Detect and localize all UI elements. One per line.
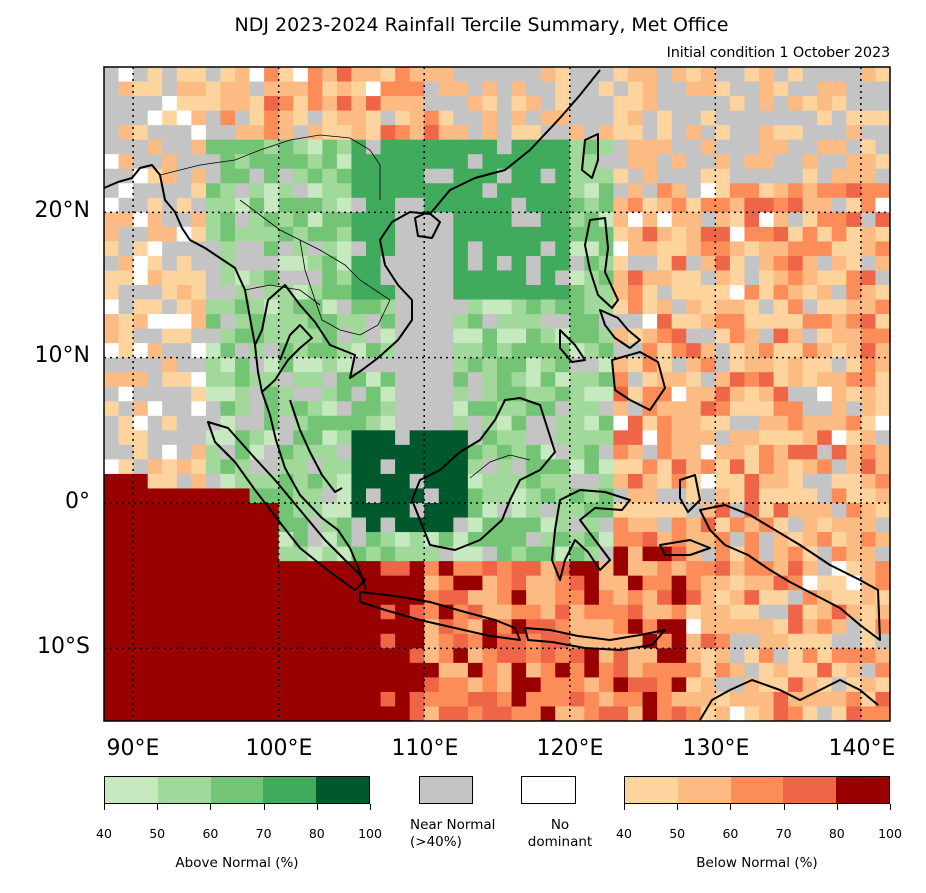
country-borders xyxy=(159,134,531,479)
colorbar-segment xyxy=(105,777,158,803)
colorbar-tick-label: 50 xyxy=(149,826,166,841)
colorbar-tick-label: 80 xyxy=(308,826,325,841)
forecast-grid-cells xyxy=(104,67,891,722)
above-normal-label: Above Normal (%) xyxy=(175,855,299,871)
lon-label-90e: 90°E xyxy=(106,736,160,761)
lat-label-10s: 10°S xyxy=(37,634,90,659)
near-normal-swatch xyxy=(419,776,473,804)
map-title: NDJ 2023-2024 Rainfall Tercile Summary, … xyxy=(234,14,729,36)
colorbar-segment xyxy=(730,777,784,803)
colorbar-tick-label: 70 xyxy=(255,826,272,841)
map-subtitle: Initial condition 1 October 2023 xyxy=(666,45,891,61)
colorbar-tick-label: 60 xyxy=(722,826,739,841)
colorbar-segment xyxy=(677,777,731,803)
colorbar-segment xyxy=(316,777,369,803)
below-normal-colorbar xyxy=(624,776,890,804)
colorbar-tick-label: 100 xyxy=(878,826,902,841)
no-dominant-swatch xyxy=(521,776,576,804)
colorbar-segment xyxy=(836,777,889,803)
gridlines xyxy=(104,67,890,721)
colorbar-segment xyxy=(783,777,837,803)
lat-label-10n: 10°N xyxy=(34,343,90,368)
lat-label-0: 0° xyxy=(65,489,90,514)
lon-label-120e: 120°E xyxy=(536,736,604,761)
colorbar-segment xyxy=(625,777,678,803)
above-normal-colorbar xyxy=(104,776,370,804)
colorbar-tick-label: 100 xyxy=(358,826,382,841)
no-dominant-label: No dominant xyxy=(527,817,593,850)
lon-label-110e: 110°E xyxy=(391,736,459,761)
coastlines xyxy=(103,69,881,721)
lat-label-20n: 20°N xyxy=(34,198,90,223)
near-normal-label: Near Normal (>40%) xyxy=(410,817,496,850)
lon-label-130e: 130°E xyxy=(682,736,750,761)
colorbar-tick-label: 40 xyxy=(96,826,112,841)
colorbar-tick-label: 70 xyxy=(775,826,792,841)
map-frame xyxy=(103,66,891,722)
lon-label-100e: 100°E xyxy=(245,736,313,761)
colorbar-tick-label: 40 xyxy=(616,826,632,841)
below-normal-label: Below Normal (%) xyxy=(696,855,818,871)
colorbar-segment xyxy=(263,777,317,803)
colorbar-segment xyxy=(157,777,211,803)
colorbar-tick-label: 50 xyxy=(669,826,686,841)
colorbar-tick-label: 60 xyxy=(202,826,219,841)
colorbar-segment xyxy=(210,777,264,803)
lon-label-140e: 140°E xyxy=(828,736,896,761)
colorbar-tick-label: 80 xyxy=(828,826,845,841)
